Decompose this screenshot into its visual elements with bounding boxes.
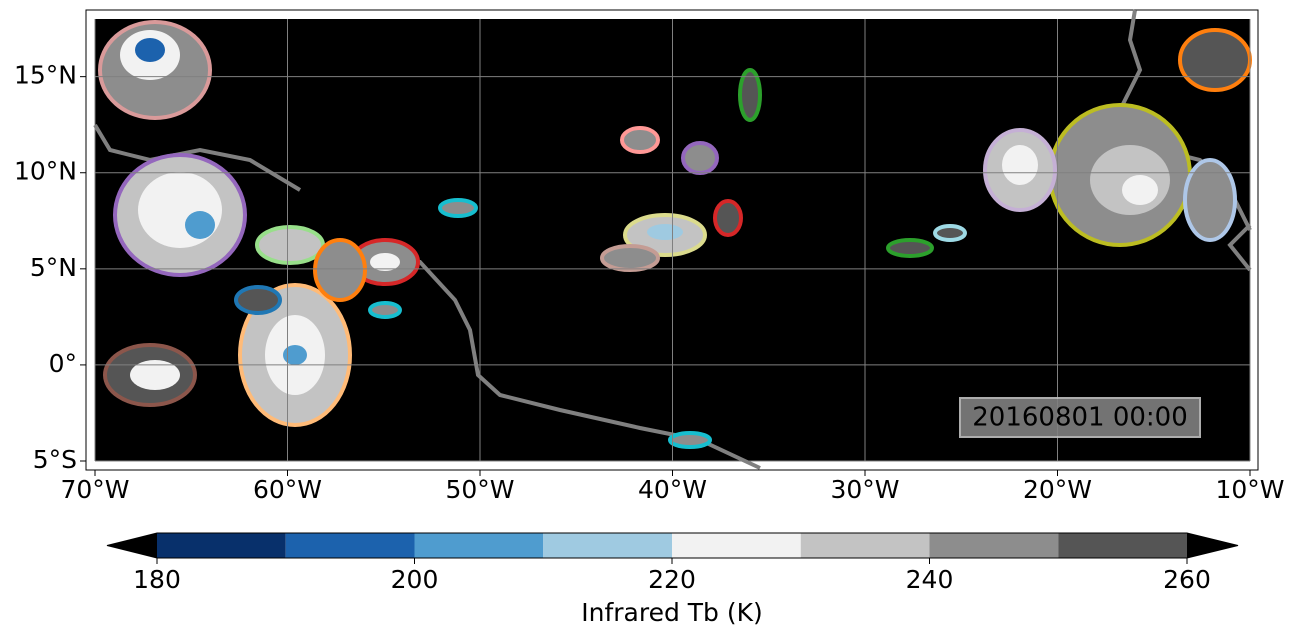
cloud-blob bbox=[234, 285, 282, 315]
x-tick-label: 30°W bbox=[830, 475, 899, 504]
cloud-blob bbox=[368, 301, 402, 319]
cloud-blob bbox=[238, 283, 352, 427]
coastline bbox=[1227, 223, 1252, 272]
x-tick-label: 20°W bbox=[1023, 475, 1092, 504]
cloud-blob bbox=[668, 431, 712, 449]
colorbar-tick-label: 260 bbox=[1163, 565, 1211, 594]
x-tick-label: 70°W bbox=[60, 475, 129, 504]
cloud-blob bbox=[933, 224, 967, 242]
x-tick-label: 50°W bbox=[445, 475, 514, 504]
cloud-blob bbox=[103, 343, 197, 407]
colorbar-tick-label: 240 bbox=[906, 565, 954, 594]
colorbar-tick-label: 200 bbox=[391, 565, 439, 594]
y-tick-label: 0° bbox=[49, 349, 77, 378]
cloud-blob bbox=[600, 244, 660, 272]
cloud-blob bbox=[620, 126, 660, 154]
cloud-blob bbox=[350, 238, 420, 286]
cloud-blob bbox=[98, 20, 212, 120]
colorbar-bin bbox=[285, 533, 415, 558]
colorbar: 180 200 220 240 260 bbox=[106, 532, 1239, 594]
colorbar-extend-under bbox=[107, 533, 157, 558]
cloud-blob bbox=[313, 238, 367, 302]
cloud-blob bbox=[438, 198, 478, 218]
timestamp-box: 20160801 00:00 bbox=[959, 397, 1201, 438]
y-tick-label: 10°N bbox=[14, 157, 77, 186]
colorbar-label: Infrared Tb (K) bbox=[581, 598, 763, 627]
colorbar-bin bbox=[672, 533, 801, 558]
cloud-blob bbox=[113, 153, 247, 277]
timestamp: 20160801 00:00 bbox=[972, 403, 1188, 433]
y-tick-label: 15°N bbox=[14, 61, 77, 90]
colorbar-tick-label: 220 bbox=[648, 565, 696, 594]
cloud-blob bbox=[713, 199, 743, 237]
map-layer bbox=[93, 9, 1252, 470]
colorbar-bin bbox=[1058, 533, 1187, 558]
grid-layer: 70°W 60°W 50°W 40°W 30°W 20°W 10°W 5°S 0° 5°N 10°N… bbox=[14, 19, 1285, 504]
cloud-blob bbox=[255, 225, 325, 265]
cloud-blob bbox=[623, 213, 707, 257]
cloud-blob bbox=[681, 141, 719, 175]
y-tick-label: 5°S bbox=[33, 445, 77, 474]
colorbar-bin bbox=[157, 533, 286, 558]
y-tick-label: 5°N bbox=[30, 253, 77, 282]
cloud-blob bbox=[1048, 103, 1192, 247]
x-tick-label: 40°W bbox=[638, 475, 707, 504]
cloud-blob bbox=[738, 68, 762, 122]
colorbar-bin bbox=[800, 533, 930, 558]
x-tick-label: 10°W bbox=[1215, 475, 1284, 504]
colorbar-bin bbox=[543, 533, 672, 558]
cloud-blob bbox=[983, 128, 1057, 212]
colorbar-bin bbox=[929, 533, 1059, 558]
cloud-blob bbox=[1178, 28, 1252, 92]
cloud-blob bbox=[886, 238, 934, 258]
x-tick-label: 60°W bbox=[253, 475, 322, 504]
colorbar-tick-label: 180 bbox=[133, 565, 181, 594]
colorbar-extend-over bbox=[1187, 533, 1238, 558]
cloud-blob bbox=[1183, 158, 1237, 242]
timestamp-background bbox=[959, 397, 1201, 438]
colorbar-bin bbox=[414, 533, 544, 558]
